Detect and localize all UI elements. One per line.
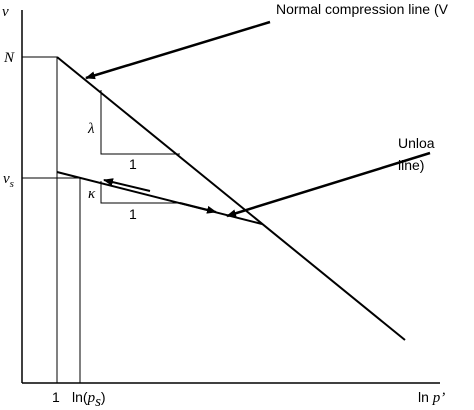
unload-arrow	[103, 178, 151, 192]
x-tick-lnps: ln(ps)	[72, 389, 106, 410]
unload-annotation-1: Unloa	[398, 135, 435, 151]
lnps-p: p	[87, 390, 96, 406]
lnps-open: ln(	[72, 389, 88, 405]
vs-label: vs	[3, 171, 14, 190]
lambda-run: 1	[129, 156, 137, 172]
ncl-line	[56, 56, 406, 341]
ncl-annotation: Normal compression line (V	[276, 1, 449, 17]
unload-annotation-2: line)	[398, 157, 424, 173]
vs-sub: s	[10, 178, 14, 190]
y-axis-label: v	[2, 4, 9, 20]
lambda-triangle	[100, 90, 180, 155]
x-label-ln: ln	[418, 389, 429, 405]
x-tick-one: 1	[52, 389, 60, 405]
ncl-pointer	[85, 20, 271, 80]
kappa-run: 1	[129, 206, 137, 222]
vs-main: v	[3, 171, 10, 187]
reload-arrow	[179, 202, 217, 214]
kappa-label: κ	[88, 186, 96, 202]
n-label: N	[3, 50, 15, 66]
lnps-close: )	[101, 389, 106, 405]
x-axis-label: ln p’	[418, 389, 445, 406]
kappa-triangle	[100, 181, 180, 204]
unload-pointer	[226, 151, 431, 218]
lambda-label: λ	[87, 121, 95, 137]
lnps-sub: s	[95, 394, 101, 410]
x-label-p: p’	[432, 390, 446, 406]
